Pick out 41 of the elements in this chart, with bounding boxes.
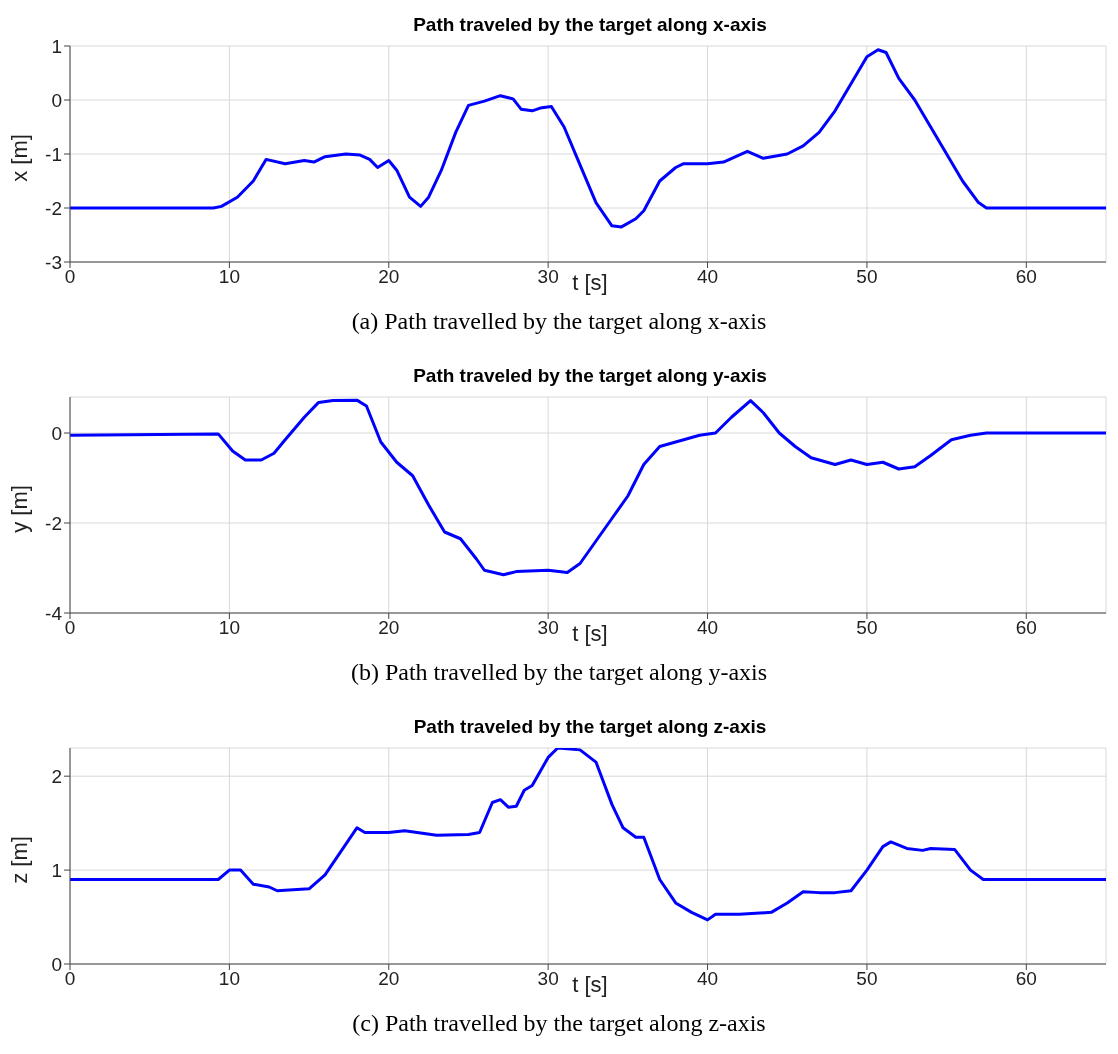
x-tick-label: 50 (856, 617, 878, 639)
chart-title: Path traveled by the target along z-axis (412, 716, 768, 738)
y-tick-label: -2 (45, 197, 62, 219)
x-tick-label: 10 (218, 617, 240, 639)
y-tick-label: -2 (45, 512, 62, 534)
y-tick-label: 0 (51, 953, 62, 975)
x-tick-label: 30 (537, 617, 559, 639)
x-tick-label: 40 (696, 617, 719, 639)
x-tick-label: 50 (856, 968, 878, 990)
y-tick-label: 1 (51, 859, 62, 881)
text: (b) Path travelled by the target along y-axis (349, 659, 769, 686)
x-tick-label: 40 (696, 266, 719, 288)
x-tick-label: 20 (378, 968, 400, 990)
y-axis-title: x [m] (7, 134, 33, 182)
x-tick-label: 60 (1015, 617, 1037, 639)
x-tick-label: 10 (218, 266, 240, 288)
chart-title: Path traveled by the target along x-axis (412, 14, 768, 36)
y-tick-label: 0 (51, 89, 62, 111)
x-tick-label: 10 (218, 968, 240, 990)
x-tick-label: 40 (696, 968, 719, 990)
x-tick-label: 60 (1015, 266, 1037, 288)
x-tick-label: 30 (537, 266, 559, 288)
x-axis-title: t [s] (572, 972, 608, 997)
y-tick-label: 0 (51, 422, 62, 444)
x-tick-label: 50 (856, 266, 878, 288)
y-axis-title: z [m] (7, 836, 33, 884)
x-tick-label: 60 (1015, 968, 1037, 990)
y-tick-label: -1 (45, 143, 62, 165)
y-tick-label: 2 (51, 765, 62, 787)
text: (c) Path travelled by the target along z-axis (351, 1010, 767, 1037)
x-axis-title: t [s] (572, 270, 608, 295)
x-axis-title: t [s] (572, 621, 608, 646)
text: (a) Path travelled by the target along x-axis (350, 308, 768, 335)
x-tick-label: 20 (378, 266, 400, 288)
x-tick-label: 30 (537, 968, 559, 990)
chart-title: Path traveled by the target along y-axis (412, 365, 768, 387)
y-tick-label: -4 (45, 602, 63, 624)
y-tick-label: 1 (51, 35, 62, 57)
y-axis-title: y [m] (7, 485, 33, 533)
y-tick-label: -3 (45, 251, 62, 273)
x-tick-label: 20 (378, 617, 400, 639)
